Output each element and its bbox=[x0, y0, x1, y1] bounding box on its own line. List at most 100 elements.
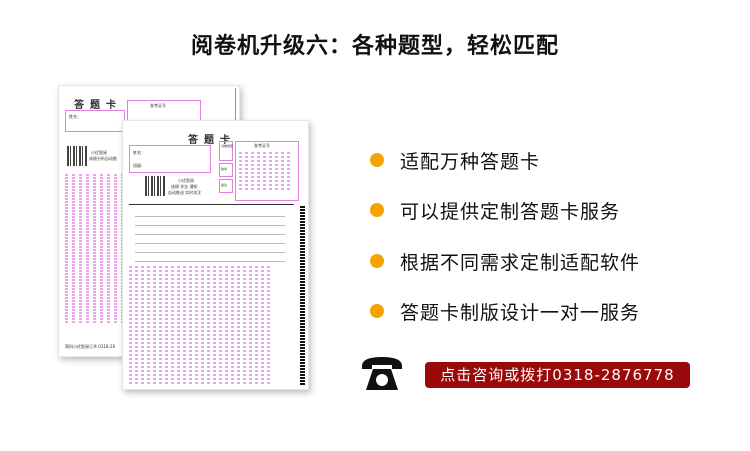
bubble bbox=[86, 258, 89, 260]
bubble bbox=[129, 330, 132, 332]
bubble bbox=[213, 302, 216, 304]
bubble bbox=[72, 174, 75, 176]
bubble bbox=[153, 334, 156, 336]
bubble bbox=[237, 326, 240, 328]
bubble bbox=[79, 216, 82, 218]
bubble bbox=[86, 261, 89, 263]
bubble bbox=[165, 342, 168, 344]
bubble bbox=[249, 294, 252, 296]
bubble bbox=[107, 282, 110, 284]
bubble bbox=[195, 370, 198, 372]
bubble bbox=[237, 374, 240, 376]
bubble bbox=[79, 204, 82, 206]
bubble bbox=[177, 302, 180, 304]
bubble bbox=[86, 276, 89, 278]
bubble bbox=[201, 350, 204, 352]
bubble bbox=[225, 382, 228, 384]
bubble bbox=[93, 273, 96, 275]
bubble bbox=[79, 252, 82, 254]
bubble bbox=[100, 249, 103, 251]
bubble bbox=[135, 294, 138, 296]
bubble bbox=[239, 184, 242, 186]
bubble bbox=[243, 314, 246, 316]
brand-line: 成绩 作业 通知 bbox=[171, 184, 198, 189]
timing-mark bbox=[300, 344, 305, 346]
bubble bbox=[86, 186, 89, 188]
bubble bbox=[86, 198, 89, 200]
bubble bbox=[263, 172, 266, 174]
bubble bbox=[141, 330, 144, 332]
bubble bbox=[243, 306, 246, 308]
bubble bbox=[129, 374, 132, 376]
bubble bbox=[171, 286, 174, 288]
bubble bbox=[165, 314, 168, 316]
bubble bbox=[135, 374, 138, 376]
bubble bbox=[100, 297, 103, 299]
bubble bbox=[114, 279, 117, 281]
bubble bbox=[72, 306, 75, 308]
bubble bbox=[225, 310, 228, 312]
bubble bbox=[129, 270, 132, 272]
bubble bbox=[201, 270, 204, 272]
bubble bbox=[153, 306, 156, 308]
bubble bbox=[189, 266, 192, 268]
timing-mark bbox=[300, 278, 305, 280]
bubble bbox=[147, 286, 150, 288]
bubble bbox=[207, 346, 210, 348]
bubble bbox=[159, 342, 162, 344]
bubble bbox=[165, 334, 168, 336]
bubble bbox=[93, 270, 96, 272]
bubble bbox=[207, 374, 210, 376]
bubble bbox=[237, 342, 240, 344]
timing-mark bbox=[300, 311, 305, 313]
bubble bbox=[207, 342, 210, 344]
bubble bbox=[195, 366, 198, 368]
bubble bbox=[255, 294, 258, 296]
bubble bbox=[171, 350, 174, 352]
bubble bbox=[65, 231, 68, 233]
bubble bbox=[195, 286, 198, 288]
bubble bbox=[177, 298, 180, 300]
bubble bbox=[135, 290, 138, 292]
bubble bbox=[114, 258, 117, 260]
bubble bbox=[171, 266, 174, 268]
bubble bbox=[207, 270, 210, 272]
bubble bbox=[129, 318, 132, 320]
timing-mark bbox=[300, 245, 305, 247]
bubble bbox=[107, 213, 110, 215]
bubble bbox=[100, 216, 103, 218]
bubble bbox=[267, 326, 270, 328]
bubble bbox=[249, 370, 252, 372]
bubble bbox=[147, 294, 150, 296]
bubble bbox=[213, 382, 216, 384]
bubble bbox=[275, 176, 278, 178]
bubble bbox=[100, 228, 103, 230]
bubble bbox=[231, 358, 234, 360]
bubble bbox=[107, 285, 110, 287]
bubble bbox=[231, 298, 234, 300]
timing-mark bbox=[300, 359, 305, 361]
bubble bbox=[141, 374, 144, 376]
bubble bbox=[249, 378, 252, 380]
bubble bbox=[141, 282, 144, 284]
contact-button[interactable]: 点击咨询或拨打0318-2876778 bbox=[425, 362, 690, 388]
bubble bbox=[100, 288, 103, 290]
bubble bbox=[72, 273, 75, 275]
bubble bbox=[86, 291, 89, 293]
note-box: 备注 bbox=[219, 179, 233, 193]
bubble bbox=[287, 180, 290, 182]
bubble bbox=[225, 278, 228, 280]
bubble bbox=[153, 354, 156, 356]
bubble bbox=[129, 282, 132, 284]
bubble bbox=[107, 207, 110, 209]
bubble bbox=[195, 274, 198, 276]
bubble bbox=[86, 264, 89, 266]
bubble bbox=[231, 290, 234, 292]
bubble bbox=[114, 216, 117, 218]
bubble bbox=[153, 290, 156, 292]
bubble bbox=[269, 152, 272, 154]
bubble bbox=[165, 362, 168, 364]
bubble bbox=[275, 172, 278, 174]
bubble bbox=[114, 198, 117, 200]
bubble bbox=[183, 370, 186, 372]
